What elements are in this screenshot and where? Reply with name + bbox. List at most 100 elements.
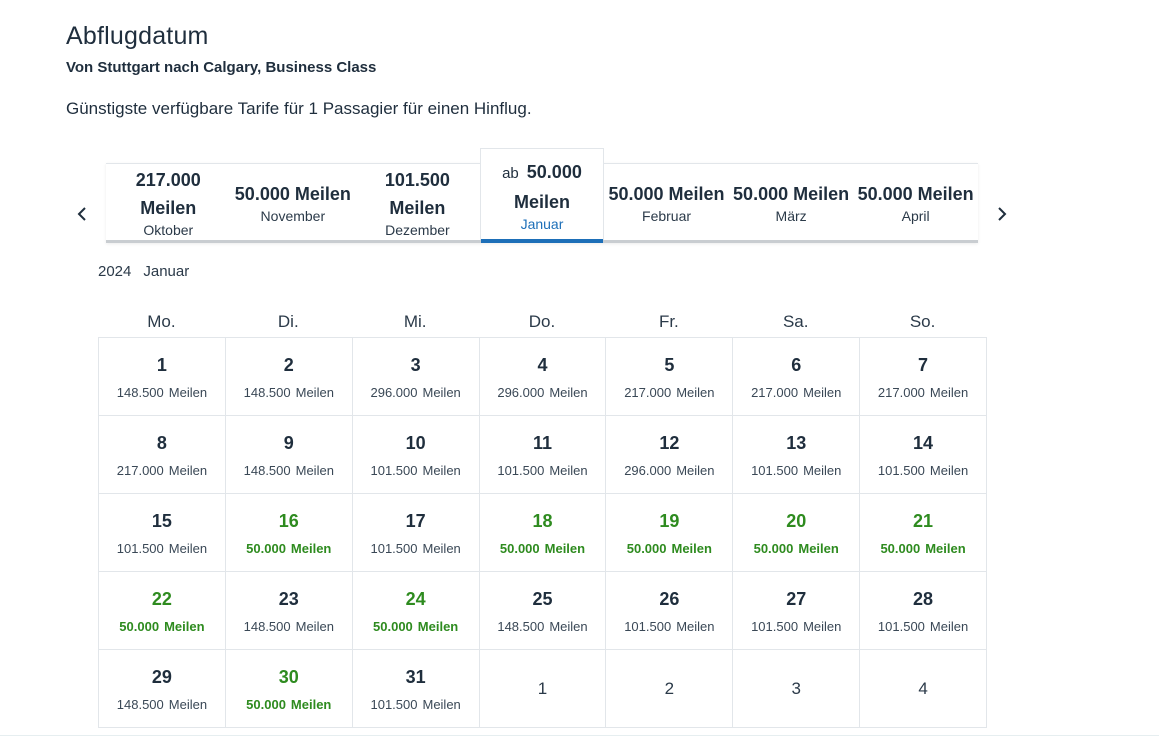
calendar-day[interactable]: 10 101.500 Meilen xyxy=(352,416,480,494)
calendar-day[interactable]: 20 50.000 Meilen xyxy=(733,494,861,572)
day-number: 22 xyxy=(151,588,172,609)
day-number: 1 xyxy=(156,354,167,375)
day-price: 148.500 Meilen xyxy=(244,463,334,479)
day-price-value: 50.000 xyxy=(246,540,286,556)
day-number: 7 xyxy=(918,354,929,375)
month-tab-november[interactable]: 50.000 Meilen November xyxy=(231,164,356,240)
calendar-day[interactable]: 25 148.500 Meilen xyxy=(479,572,607,650)
calendar-day[interactable]: 11 101.500 Meilen xyxy=(479,416,607,494)
calendar-day[interactable]: 19 50.000 Meilen xyxy=(606,494,734,572)
day-price-unit: Meilen xyxy=(544,540,586,556)
day-price: 148.500 Meilen xyxy=(117,385,207,401)
calendar-day[interactable]: 3 296.000 Meilen xyxy=(352,338,480,416)
calendar-day[interactable]: 26 101.500 Meilen xyxy=(606,572,734,650)
next-month-day: 2 xyxy=(606,650,734,728)
calendar-year: 2024 xyxy=(98,263,132,280)
day-number: 1 xyxy=(537,678,548,698)
day-price: 50.000 Meilen xyxy=(246,697,331,713)
calendar-day[interactable]: 5 217.000 Meilen xyxy=(606,338,734,416)
day-price-value: 296.000 xyxy=(370,384,418,400)
day-number: 10 xyxy=(405,432,426,453)
day-price: 50.000 Meilen xyxy=(627,541,712,557)
day-price: 148.500 Meilen xyxy=(244,619,334,635)
day-price: 148.500 Meilen xyxy=(117,697,207,713)
calendar-day[interactable]: 15 101.500 Meilen xyxy=(99,494,226,572)
calendar-day[interactable]: 21 50.000 Meilen xyxy=(860,494,987,572)
month-price: 50.000 Meilen xyxy=(608,184,725,204)
day-price: 101.500 Meilen xyxy=(370,463,460,479)
next-month-button[interactable] xyxy=(990,202,1014,226)
calendar-day[interactable]: 9 148.500 Meilen xyxy=(225,416,353,494)
calendar-day[interactable]: 4 296.000 Meilen xyxy=(479,338,607,416)
calendar-day[interactable]: 2 148.500 Meilen xyxy=(225,338,353,416)
day-number: 31 xyxy=(405,666,426,687)
month-tab-maerz[interactable]: 50.000 Meilen März xyxy=(729,164,854,240)
day-price-value: 101.500 xyxy=(877,462,925,478)
month-selector: 217.000 Meilen Oktober 50.000 Meilen Nov… xyxy=(106,148,978,243)
calendar-day[interactable]: 28 101.500 Meilen xyxy=(860,572,987,650)
day-number: 28 xyxy=(913,588,934,609)
month-tab-januar[interactable]: ab 50.000 Meilen Januar xyxy=(479,148,605,243)
day-price-unit: Meilen xyxy=(929,462,969,478)
calendar-day[interactable]: 14 101.500 Meilen xyxy=(860,416,987,494)
next-month-day: 4 xyxy=(860,650,987,728)
day-number: 5 xyxy=(664,354,675,375)
day-price: 101.500 Meilen xyxy=(751,619,841,635)
day-price: 50.000 Meilen xyxy=(754,541,839,557)
day-number: 13 xyxy=(786,432,807,453)
calendar-day[interactable]: 27 101.500 Meilen xyxy=(733,572,861,650)
day-price-value: 101.500 xyxy=(877,618,925,634)
day-price-unit: Meilen xyxy=(549,462,588,478)
month-tab-dezember[interactable]: 101.500 Meilen Dezember xyxy=(355,164,480,240)
calendar-grid: 1 148.500 Meilen 2 148.500 Meilen 3 296.000 Meil… xyxy=(98,337,987,728)
month-tab-oktober[interactable]: 217.000 Meilen Oktober xyxy=(106,164,231,240)
day-price-unit: Meilen xyxy=(295,618,334,634)
day-number: 20 xyxy=(786,510,807,531)
day-number: 12 xyxy=(659,432,680,453)
day-price-value: 148.500 xyxy=(497,618,545,634)
day-price-unit: Meilen xyxy=(168,384,208,400)
month-tab-april[interactable]: 50.000 Meilen April xyxy=(853,164,978,240)
calendar-day[interactable]: 13 101.500 Meilen xyxy=(733,416,861,494)
calendar-day[interactable]: 30 50.000 Meilen xyxy=(225,650,353,728)
calendar-day[interactable]: 18 50.000 Meilen xyxy=(479,494,607,572)
calendar-day[interactable]: 24 50.000 Meilen xyxy=(352,572,480,650)
previous-month-button[interactable] xyxy=(70,202,94,226)
calendar-day[interactable]: 17 101.500 Meilen xyxy=(352,494,480,572)
day-price-unit: Meilen xyxy=(929,618,969,634)
calendar-day[interactable]: 6 217.000 Meilen xyxy=(733,338,861,416)
calendar-day[interactable]: 8 217.000 Meilen xyxy=(99,416,226,494)
calendar-day[interactable]: 23 148.500 Meilen xyxy=(225,572,353,650)
calendar-day[interactable]: 31 101.500 Meilen xyxy=(352,650,480,728)
weekday-label: Do. xyxy=(528,312,556,331)
day-price: 296.000 Meilen xyxy=(624,463,714,479)
day-price-value: 148.500 xyxy=(116,696,164,712)
day-price-unit: Meilen xyxy=(671,540,712,556)
day-price-unit: Meilen xyxy=(676,618,715,634)
day-price-value: 148.500 xyxy=(116,384,164,400)
day-price: 217.000 Meilen xyxy=(878,385,968,401)
day-price-value: 217.000 xyxy=(751,384,799,400)
day-price: 50.000 Meilen xyxy=(880,541,965,557)
calendar-day[interactable]: 16 50.000 Meilen xyxy=(225,494,353,572)
chevron-left-icon xyxy=(77,207,86,221)
day-price-value: 50.000 xyxy=(880,540,921,556)
day-price-unit: Meilen xyxy=(929,384,969,400)
calendar-day[interactable]: 1 148.500 Meilen xyxy=(99,338,226,416)
weekday-label: Di. xyxy=(277,312,299,331)
day-number: 24 xyxy=(405,588,426,609)
calendar-day[interactable]: 7 217.000 Meilen xyxy=(860,338,987,416)
day-price-unit: Meilen xyxy=(925,540,966,556)
price-prefix: ab xyxy=(502,164,519,182)
calendar-day[interactable]: 29 148.500 Meilen xyxy=(99,650,226,728)
calendar-day[interactable]: 12 296.000 Meilen xyxy=(606,416,734,494)
day-price-value: 101.500 xyxy=(751,618,799,634)
calendar-day[interactable]: 22 50.000 Meilen xyxy=(99,572,226,650)
day-price-value: 217.000 xyxy=(624,384,672,400)
weekday-label: Mo. xyxy=(147,312,176,331)
month-name: März xyxy=(775,208,807,224)
day-price-value: 101.500 xyxy=(370,696,418,712)
day-price: 50.000 Meilen xyxy=(500,541,585,557)
month-tab-februar[interactable]: 50.000 Meilen Februar xyxy=(604,164,729,240)
day-price: 50.000 Meilen xyxy=(373,619,458,635)
